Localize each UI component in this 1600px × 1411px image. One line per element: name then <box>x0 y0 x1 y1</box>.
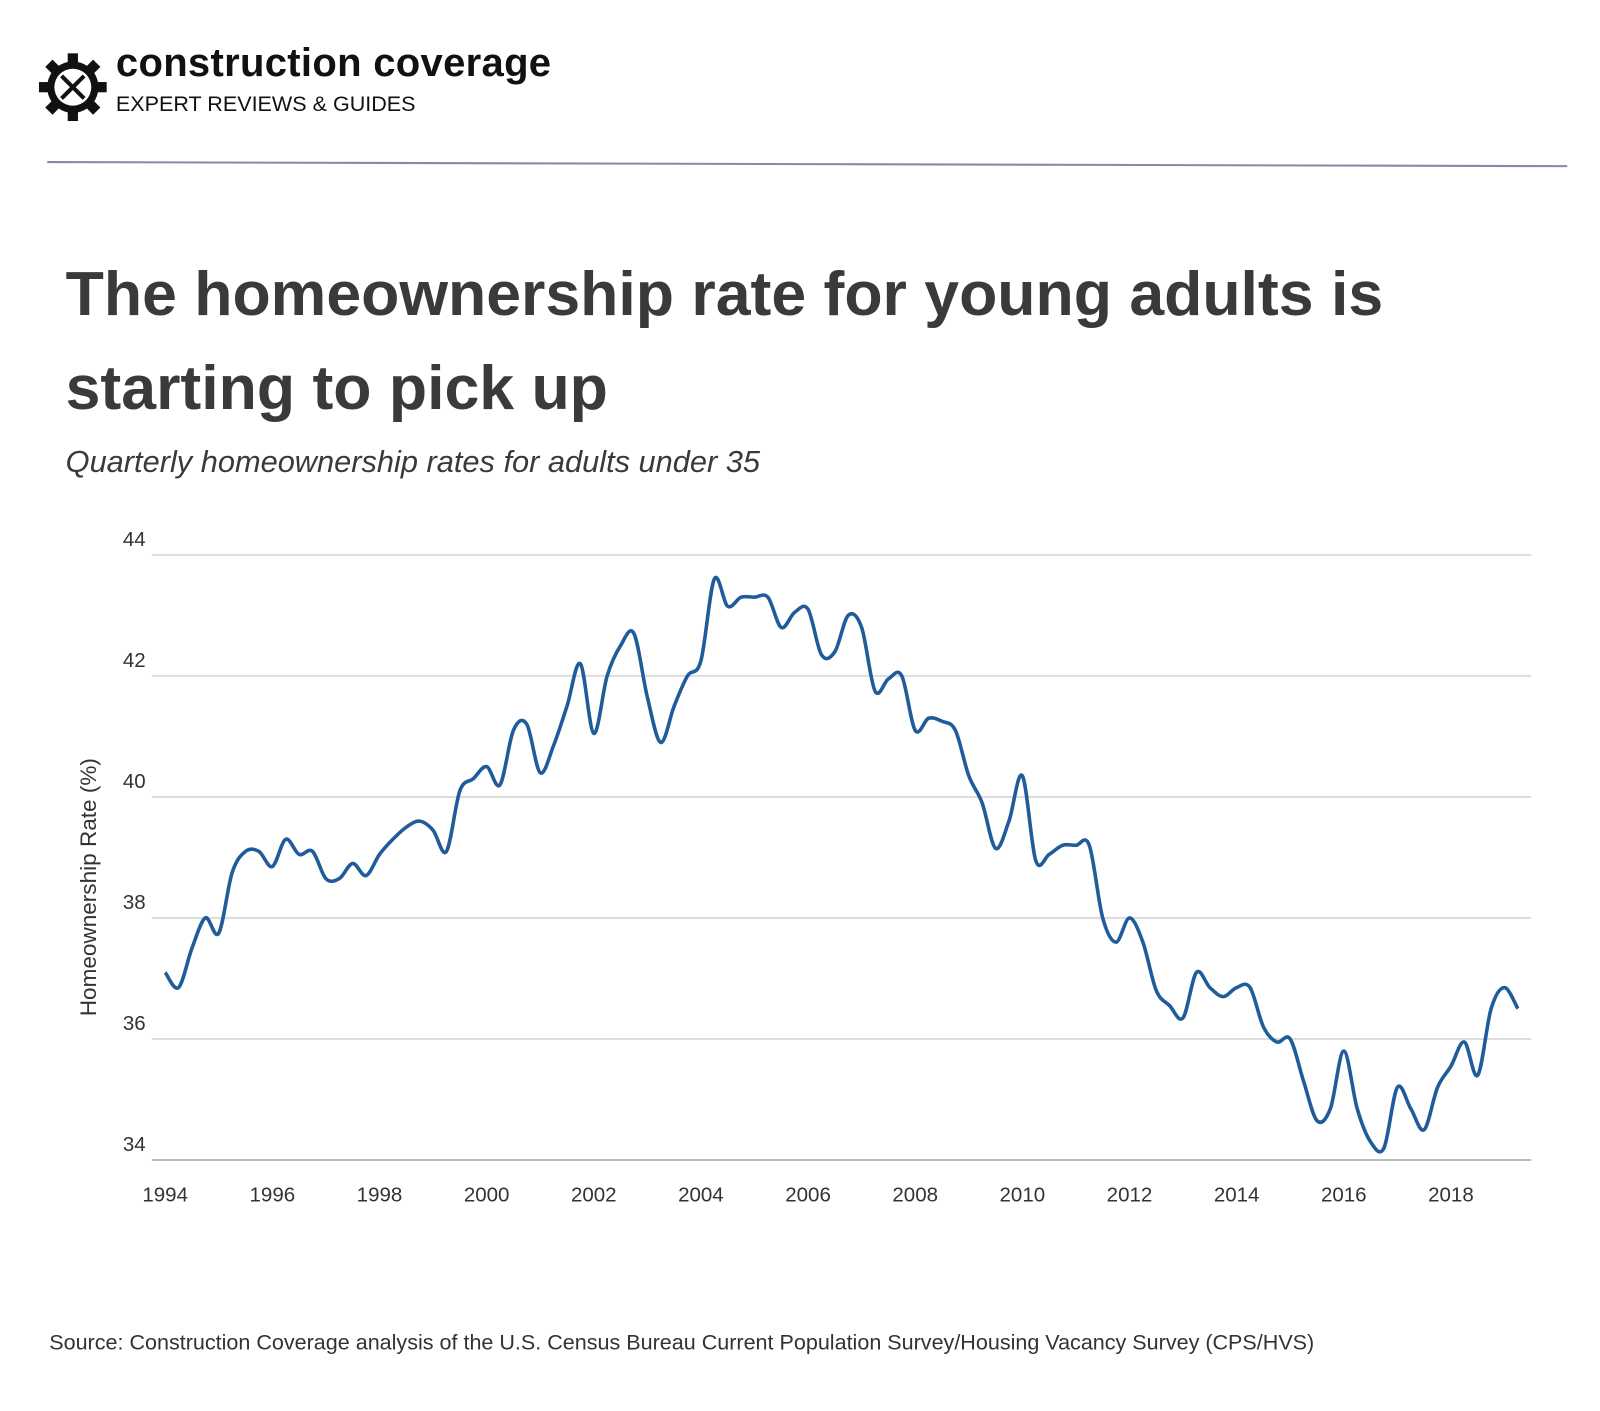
x-tick-label: 2016 <box>1321 1183 1367 1206</box>
y-tick-label: 38 <box>123 891 146 914</box>
y-tick-label: 40 <box>123 770 146 793</box>
x-tick-label: 1998 <box>357 1183 403 1206</box>
y-tick-label: 36 <box>123 1012 146 1035</box>
x-tick-label: 2008 <box>892 1183 938 1206</box>
x-tick-label: 2012 <box>1107 1183 1153 1206</box>
source-note: Source: Construction Coverage analysis o… <box>49 1331 1315 1355</box>
x-tick-label: 2014 <box>1214 1183 1260 1206</box>
y-tick-label: 42 <box>123 649 146 672</box>
x-tick-label: 2000 <box>464 1183 510 1206</box>
x-tick-label: 1994 <box>142 1183 188 1206</box>
chart-subtitle: Quarterly homeownership rates for adults… <box>65 445 761 479</box>
y-axis-label: Homeownership Rate (%) <box>76 758 101 1016</box>
tagline: EXPERT REVIEWS & GUIDES <box>115 92 416 116</box>
y-tick-label: 34 <box>123 1133 146 1156</box>
x-tick-label: 2006 <box>785 1183 831 1206</box>
chart-title: The homeownership rate for young adults … <box>65 258 1384 423</box>
x-tick-label: 2004 <box>678 1183 724 1206</box>
data-line <box>163 575 1520 1154</box>
divider <box>47 161 1568 168</box>
logo <box>38 53 107 122</box>
y-tick-label: 44 <box>123 528 146 551</box>
x-tick-label: 2002 <box>571 1183 617 1206</box>
brand: construction coverage <box>115 41 552 86</box>
x-tick-label: 1996 <box>250 1183 296 1206</box>
x-tick-label: 2018 <box>1428 1183 1474 1206</box>
x-tick-label: 2010 <box>1000 1183 1046 1206</box>
